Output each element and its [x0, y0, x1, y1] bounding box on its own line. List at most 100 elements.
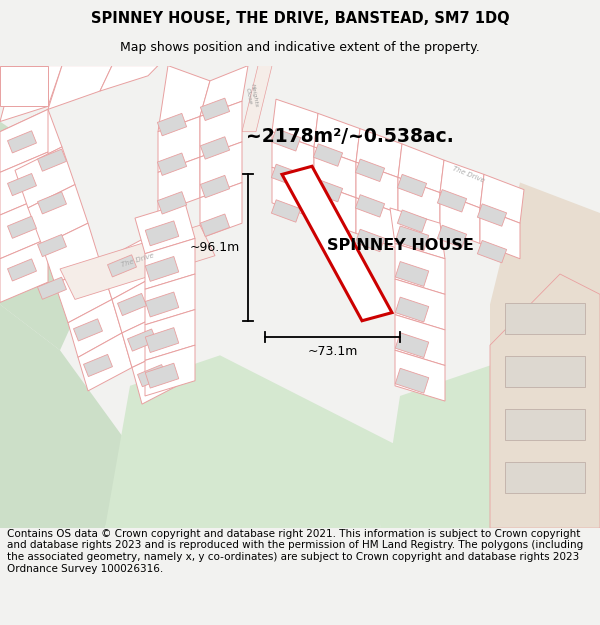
- Polygon shape: [490, 274, 600, 528]
- Polygon shape: [100, 238, 155, 299]
- Polygon shape: [0, 66, 62, 121]
- Polygon shape: [314, 147, 356, 198]
- Polygon shape: [200, 137, 230, 159]
- Polygon shape: [145, 309, 195, 361]
- Polygon shape: [0, 66, 48, 106]
- Polygon shape: [145, 328, 179, 352]
- Text: ~73.1m: ~73.1m: [307, 345, 358, 358]
- Polygon shape: [200, 66, 248, 116]
- Polygon shape: [68, 299, 122, 358]
- Polygon shape: [0, 121, 50, 213]
- Polygon shape: [100, 66, 158, 91]
- Polygon shape: [38, 149, 67, 171]
- Polygon shape: [282, 166, 392, 321]
- Text: SPINNEY HOUSE: SPINNEY HOUSE: [326, 238, 473, 253]
- Polygon shape: [437, 225, 467, 248]
- Text: The Drive: The Drive: [451, 165, 485, 184]
- Polygon shape: [271, 164, 301, 187]
- Polygon shape: [38, 234, 67, 257]
- Polygon shape: [0, 213, 90, 350]
- Polygon shape: [395, 261, 429, 286]
- Polygon shape: [0, 238, 48, 302]
- Text: Contains OS data © Crown copyright and database right 2021. This information is : Contains OS data © Crown copyright and d…: [7, 529, 583, 574]
- Polygon shape: [355, 159, 385, 181]
- Text: SPINNEY HOUSE, THE DRIVE, BANSTEAD, SM7 1DQ: SPINNEY HOUSE, THE DRIVE, BANSTEAD, SM7 …: [91, 11, 509, 26]
- Polygon shape: [28, 184, 88, 246]
- Polygon shape: [440, 160, 484, 208]
- Polygon shape: [395, 226, 429, 251]
- Polygon shape: [60, 225, 215, 299]
- Polygon shape: [356, 162, 398, 213]
- Polygon shape: [38, 277, 67, 299]
- Polygon shape: [313, 144, 343, 166]
- Polygon shape: [118, 293, 146, 316]
- Polygon shape: [15, 147, 75, 208]
- Text: Heights
Close: Heights Close: [245, 83, 259, 109]
- Polygon shape: [314, 182, 356, 233]
- Polygon shape: [356, 198, 398, 249]
- Polygon shape: [200, 176, 230, 198]
- Text: ~2178m²/~0.538ac.: ~2178m²/~0.538ac.: [246, 127, 454, 146]
- Polygon shape: [271, 129, 301, 151]
- Polygon shape: [355, 195, 385, 217]
- Polygon shape: [157, 153, 187, 176]
- Polygon shape: [158, 116, 200, 172]
- Polygon shape: [128, 329, 157, 351]
- Polygon shape: [145, 238, 195, 289]
- Polygon shape: [397, 174, 427, 197]
- Polygon shape: [242, 66, 272, 132]
- Polygon shape: [313, 214, 343, 236]
- Polygon shape: [145, 345, 195, 396]
- Polygon shape: [0, 195, 48, 259]
- Polygon shape: [200, 98, 230, 121]
- Polygon shape: [42, 223, 100, 284]
- Polygon shape: [145, 256, 179, 281]
- Polygon shape: [395, 279, 445, 330]
- Polygon shape: [74, 319, 103, 341]
- Polygon shape: [437, 189, 467, 212]
- Polygon shape: [272, 132, 314, 182]
- Polygon shape: [8, 259, 37, 281]
- Polygon shape: [480, 208, 520, 259]
- Polygon shape: [395, 368, 429, 393]
- Polygon shape: [505, 304, 585, 334]
- Polygon shape: [78, 333, 132, 391]
- Polygon shape: [158, 157, 200, 213]
- Polygon shape: [200, 182, 242, 238]
- Polygon shape: [8, 174, 37, 196]
- Polygon shape: [83, 354, 112, 377]
- Polygon shape: [355, 229, 385, 252]
- Polygon shape: [107, 255, 136, 277]
- Polygon shape: [8, 131, 37, 153]
- Polygon shape: [314, 113, 360, 162]
- Polygon shape: [478, 204, 506, 226]
- Polygon shape: [158, 66, 210, 132]
- Polygon shape: [395, 297, 429, 322]
- Polygon shape: [380, 366, 600, 528]
- Polygon shape: [0, 304, 130, 528]
- Polygon shape: [478, 241, 506, 263]
- Polygon shape: [505, 356, 585, 387]
- Polygon shape: [271, 200, 301, 222]
- Polygon shape: [100, 356, 400, 528]
- Polygon shape: [145, 274, 195, 325]
- Polygon shape: [112, 276, 165, 333]
- Polygon shape: [137, 364, 166, 387]
- Polygon shape: [440, 192, 480, 244]
- Polygon shape: [145, 363, 179, 388]
- Polygon shape: [200, 214, 230, 236]
- Text: Map shows position and indicative extent of the property.: Map shows position and indicative extent…: [120, 41, 480, 54]
- Polygon shape: [145, 221, 179, 246]
- Polygon shape: [157, 113, 187, 136]
- Polygon shape: [122, 312, 175, 368]
- Polygon shape: [200, 142, 242, 198]
- Text: The Drive: The Drive: [121, 252, 155, 268]
- Polygon shape: [135, 203, 195, 254]
- Polygon shape: [132, 348, 185, 404]
- Polygon shape: [395, 332, 429, 357]
- Polygon shape: [200, 101, 242, 157]
- Polygon shape: [395, 314, 445, 366]
- Polygon shape: [313, 179, 343, 202]
- Polygon shape: [0, 109, 48, 173]
- Text: ~96.1m: ~96.1m: [190, 241, 240, 254]
